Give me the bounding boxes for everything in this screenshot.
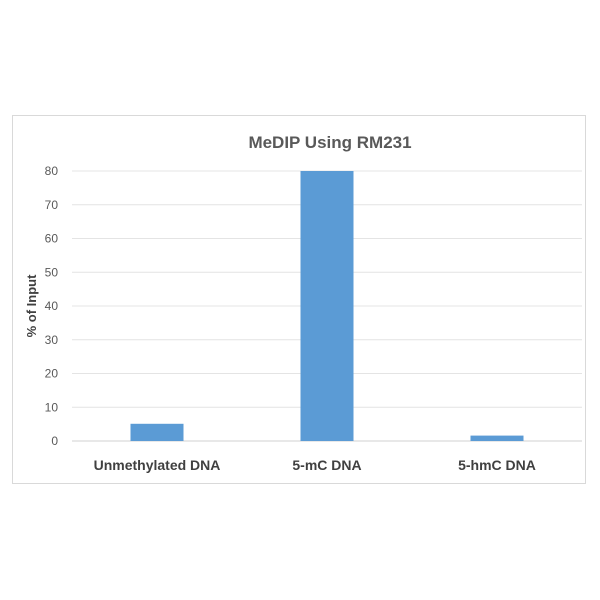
x-tick-label: 5-hmC DNA [458,457,536,473]
y-tick-label: 50 [45,265,59,279]
y-axis-label: % of Input [24,274,39,337]
y-tick-label: 70 [45,198,59,212]
x-tick-label: 5-mC DNA [292,457,361,473]
y-tick-label: 80 [45,164,59,178]
y-tick-label: 20 [45,367,59,381]
y-tick-label: 30 [45,333,59,347]
bar [300,171,354,441]
y-tick-label: 40 [45,299,59,313]
bar [130,423,184,441]
y-tick-label: 60 [45,232,59,246]
y-tick-label: 0 [51,434,58,448]
chart-title: MeDIP Using RM231 [248,133,411,152]
bar [470,435,524,441]
chart-frame [12,115,586,484]
x-tick-label: Unmethylated DNA [94,457,221,473]
y-tick-label: 10 [45,400,59,414]
